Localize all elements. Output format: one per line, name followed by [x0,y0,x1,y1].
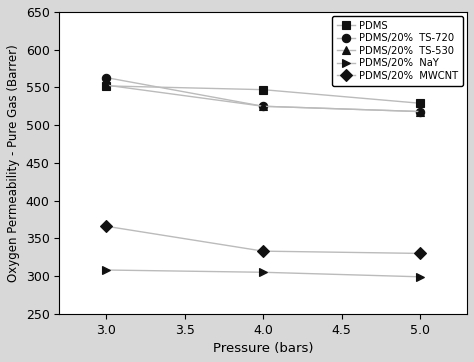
PDMS/20%  NaY [260,270,266,274]
PDMS/20%  NaY [417,275,423,279]
Y-axis label: Oxygen Permeability - Pure Gas (Barrer): Oxygen Permeability - Pure Gas (Barrer) [7,44,20,282]
PDMS/20%  MWCNT [103,224,109,228]
Legend: PDMS, PDMS/20%  TS-720, PDMS/20%  TS-530, PDMS/20%  NaY, PDMS/20%  MWCNT: PDMS, PDMS/20% TS-720, PDMS/20% TS-530, … [332,16,463,86]
PDMS [260,88,266,92]
X-axis label: Pressure (bars): Pressure (bars) [213,342,313,355]
PDMS/20%  TS-720 [103,75,109,80]
Line: PDMS/20%  TS-530: PDMS/20% TS-530 [102,81,424,116]
Line: PDMS/20%  TS-720: PDMS/20% TS-720 [102,73,424,116]
Line: PDMS/20%  NaY: PDMS/20% NaY [102,266,424,281]
PDMS/20%  MWCNT [260,249,266,253]
PDMS [103,84,109,88]
PDMS/20%  TS-530 [417,109,423,114]
PDMS/20%  TS-530 [260,104,266,109]
PDMS/20%  TS-720 [417,109,423,114]
PDMS/20%  MWCNT [417,251,423,256]
PDMS/20%  TS-720 [260,104,266,109]
PDMS/20%  NaY [103,268,109,272]
Line: PDMS/20%  MWCNT: PDMS/20% MWCNT [102,222,424,258]
PDMS/20%  TS-530 [103,83,109,87]
PDMS [417,101,423,105]
Line: PDMS: PDMS [102,82,424,108]
